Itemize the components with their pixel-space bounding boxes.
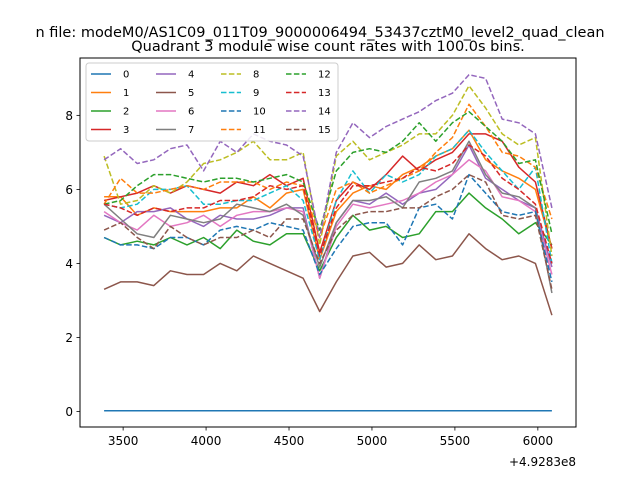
legend-label-15: 15: [318, 125, 331, 136]
legend-label-8: 8: [253, 70, 259, 81]
legend-label-12: 12: [318, 70, 331, 81]
series-line-6: [103, 159, 553, 279]
legend-label-7: 7: [188, 125, 194, 136]
y-tick-label: 2: [65, 331, 73, 345]
legend-label-13: 13: [318, 88, 331, 99]
series-line-14: [103, 73, 553, 239]
series-line-7: [103, 140, 553, 294]
legend-label-6: 6: [188, 107, 194, 118]
y-tick-label: 0: [65, 405, 73, 419]
y-tick-label: 6: [65, 183, 73, 197]
series-line-1: [104, 129, 553, 261]
legend-label-11: 11: [253, 125, 266, 136]
series-line-12: [103, 110, 553, 234]
series-line-15: [103, 173, 553, 290]
x-offset-label: +4.9283e8: [509, 455, 576, 469]
series-layer: [103, 73, 553, 412]
legend-label-0: 0: [123, 70, 129, 81]
series-line-13: [103, 144, 553, 264]
legend-label-9: 9: [253, 88, 259, 99]
x-tick-label: 5000: [357, 434, 388, 448]
legend-label-2: 2: [123, 107, 129, 118]
y-tick-label: 4: [65, 257, 73, 271]
series-line-10: [103, 173, 553, 283]
legend-label-5: 5: [188, 88, 194, 99]
legend-label-14: 14: [318, 107, 331, 118]
x-tick-label: 5500: [440, 434, 471, 448]
series-line-5: [103, 233, 553, 316]
legend-box: [85, 62, 339, 142]
legend-label-3: 3: [123, 125, 129, 136]
y-axis: 0 2 4 6 8: [65, 109, 80, 419]
x-tick-label: 3500: [108, 434, 139, 448]
axes-frame: [79, 57, 577, 428]
series-line-3: [103, 133, 553, 254]
figure-suptitle: n file: modeM0/AS1C09_011T09_9000006494_…: [35, 25, 604, 41]
legend-label-10: 10: [253, 107, 266, 118]
y-tick-label: 8: [65, 109, 73, 123]
x-axis: 3500 4000 4500 5000 5500 6000: [108, 427, 553, 448]
chart-title: Quadrant 3 module wise count rates with …: [131, 39, 525, 55]
legend-label-1: 1: [123, 88, 129, 99]
legend-label-4: 4: [188, 70, 194, 81]
x-tick-label: 4500: [274, 434, 305, 448]
series-line-11: [103, 103, 553, 239]
x-tick-label: 6000: [523, 434, 554, 448]
x-tick-label: 4000: [191, 434, 222, 448]
